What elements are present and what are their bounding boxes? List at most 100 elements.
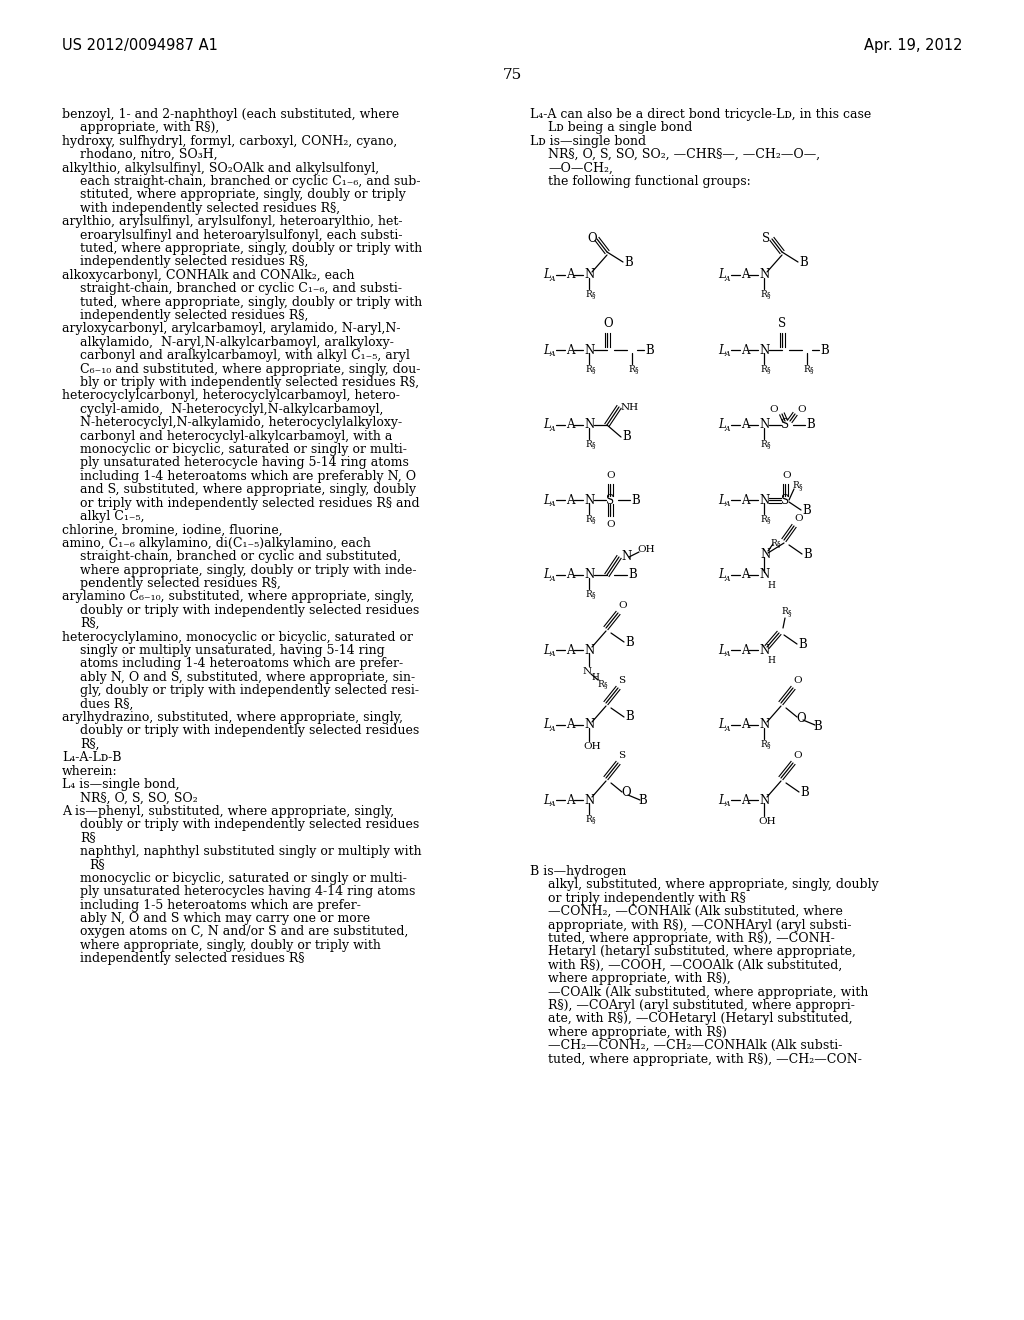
Text: B is—hydrogen: B is—hydrogen [530, 865, 627, 878]
Text: —COAlk (Alk substituted, where appropriate, with: —COAlk (Alk substituted, where appropria… [548, 986, 868, 999]
Text: where appropriate, with R§),: where appropriate, with R§), [548, 973, 731, 985]
Text: L: L [543, 494, 551, 507]
Text: R: R [585, 515, 592, 524]
Text: §: § [592, 590, 596, 598]
Text: monocyclic or bicyclic, saturated or singly or multi-: monocyclic or bicyclic, saturated or sin… [80, 871, 407, 884]
Text: rhodano, nitro, SO₃H,: rhodano, nitro, SO₃H, [80, 148, 218, 161]
Text: A: A [725, 425, 730, 433]
Text: A: A [741, 569, 750, 582]
Text: A: A [550, 425, 555, 433]
Text: L: L [543, 644, 551, 656]
Text: R: R [781, 607, 787, 616]
Text: §: § [592, 515, 596, 523]
Text: A: A [550, 800, 555, 808]
Text: N: N [584, 569, 594, 582]
Text: A: A [566, 494, 574, 507]
Text: O: O [618, 601, 627, 610]
Text: A: A [725, 500, 730, 508]
Text: L: L [543, 343, 551, 356]
Text: tuted, where appropriate, with R§), —CH₂—CON-: tuted, where appropriate, with R§), —CH₂… [548, 1052, 862, 1065]
Text: H: H [767, 581, 775, 590]
Text: L: L [543, 793, 551, 807]
Text: N: N [584, 793, 594, 807]
Text: alkylamido,  N-aryl,N-alkylcarbamoyl, aralkyloxy-: alkylamido, N-aryl,N-alkylcarbamoyl, ara… [80, 335, 394, 348]
Text: pendently selected residues R§,: pendently selected residues R§, [80, 577, 281, 590]
Text: H: H [767, 656, 775, 665]
Text: B: B [802, 503, 811, 516]
Text: A: A [741, 418, 750, 432]
Text: ably N, O and S which may carry one or more: ably N, O and S which may carry one or m… [80, 912, 370, 925]
Text: N: N [584, 418, 594, 432]
Text: O: O [606, 520, 614, 529]
Text: OH: OH [637, 544, 654, 553]
Text: where appropriate, singly, doubly or triply with: where appropriate, singly, doubly or tri… [80, 939, 381, 952]
Text: R§,: R§, [80, 738, 99, 751]
Text: R§,: R§, [80, 618, 99, 630]
Text: 75: 75 [503, 69, 521, 82]
Text: §: § [799, 482, 803, 490]
Text: R: R [760, 290, 767, 300]
Text: R: R [628, 366, 635, 374]
Text: A: A [566, 644, 574, 656]
Text: A: A [566, 793, 574, 807]
Text: or triply with independently selected residues R§ and: or triply with independently selected re… [80, 496, 420, 510]
Text: A: A [725, 725, 730, 733]
Text: A: A [725, 275, 730, 282]
Text: L: L [543, 718, 551, 731]
Text: tuted, where appropriate, with R§), —CONH-: tuted, where appropriate, with R§), —CON… [548, 932, 835, 945]
Text: O: O [794, 513, 803, 523]
Text: A: A [566, 718, 574, 731]
Text: B: B [624, 256, 633, 268]
Text: A: A [725, 350, 730, 358]
Text: N: N [583, 667, 592, 676]
Text: §: § [810, 366, 814, 374]
Text: R: R [803, 366, 810, 374]
Text: §: § [604, 680, 607, 688]
Text: N-heterocyclyl,N-alkylamido, heterocyclylalkyloxy-: N-heterocyclyl,N-alkylamido, heterocycly… [80, 416, 402, 429]
Text: R: R [760, 741, 767, 748]
Text: Hetaryl (hetaryl substituted, where appropriate,: Hetaryl (hetaryl substituted, where appr… [548, 945, 856, 958]
Text: O: O [603, 317, 612, 330]
Text: atoms including 1-4 heteroatoms which are prefer-: atoms including 1-4 heteroatoms which ar… [80, 657, 403, 671]
Text: ate, with R§), —COHetaryl (Hetaryl substituted,: ate, with R§), —COHetaryl (Hetaryl subst… [548, 1012, 853, 1026]
Text: or triply independently with R§: or triply independently with R§ [548, 892, 745, 904]
Text: independently selected residues R§,: independently selected residues R§, [80, 309, 308, 322]
Text: O: O [606, 471, 614, 480]
Text: A: A [550, 576, 555, 583]
Text: appropriate, with R§), —CONHAryl (aryl substi-: appropriate, with R§), —CONHAryl (aryl s… [548, 919, 852, 932]
Text: N: N [759, 268, 769, 281]
Text: §: § [788, 609, 792, 616]
Text: B: B [622, 430, 631, 444]
Text: N: N [759, 494, 769, 507]
Text: ply unsaturated heterocycle having 5-14 ring atoms: ply unsaturated heterocycle having 5-14 … [80, 457, 409, 470]
Text: A: A [550, 649, 555, 657]
Text: O: O [796, 711, 806, 725]
Text: N: N [584, 644, 594, 656]
Text: L: L [543, 268, 551, 281]
Text: S: S [781, 418, 790, 432]
Text: US 2012/0094987 A1: US 2012/0094987 A1 [62, 38, 218, 53]
Text: —CH₂—CONH₂, —CH₂—CONHAlk (Alk substi-: —CH₂—CONH₂, —CH₂—CONHAlk (Alk substi- [548, 1039, 843, 1052]
Text: S: S [618, 676, 625, 685]
Text: straight-chain, branched or cyclic and substituted,: straight-chain, branched or cyclic and s… [80, 550, 401, 564]
Text: N: N [584, 718, 594, 731]
Text: N: N [760, 549, 770, 561]
Text: B: B [820, 343, 828, 356]
Text: R: R [585, 366, 592, 374]
Text: A: A [725, 800, 730, 808]
Text: amino, C₁₋₆ alkylamino, di(C₁₋₅)alkylamino, each: amino, C₁₋₆ alkylamino, di(C₁₋₅)alkylami… [62, 537, 371, 550]
Text: alkyl, substituted, where appropriate, singly, doubly: alkyl, substituted, where appropriate, s… [548, 878, 879, 891]
Text: §: § [767, 366, 771, 374]
Text: N: N [759, 343, 769, 356]
Text: R§: R§ [89, 858, 104, 871]
Text: hydroxy, sulfhydryl, formyl, carboxyl, CONH₂, cyano,: hydroxy, sulfhydryl, formyl, carboxyl, C… [62, 135, 397, 148]
Text: each straight-chain, branched or cyclic C₁₋₆, and sub-: each straight-chain, branched or cyclic … [80, 176, 421, 187]
Text: S: S [778, 317, 786, 330]
Text: R: R [760, 366, 767, 374]
Text: straight-chain, branched or cyclic C₁₋₆, and substi-: straight-chain, branched or cyclic C₁₋₆,… [80, 282, 402, 296]
Text: A: A [566, 569, 574, 582]
Text: including 1-5 heteroatoms which are prefer-: including 1-5 heteroatoms which are pref… [80, 899, 360, 912]
Text: and S, substituted, where appropriate, singly, doubly: and S, substituted, where appropriate, s… [80, 483, 416, 496]
Text: §: § [767, 440, 771, 447]
Text: L: L [718, 343, 726, 356]
